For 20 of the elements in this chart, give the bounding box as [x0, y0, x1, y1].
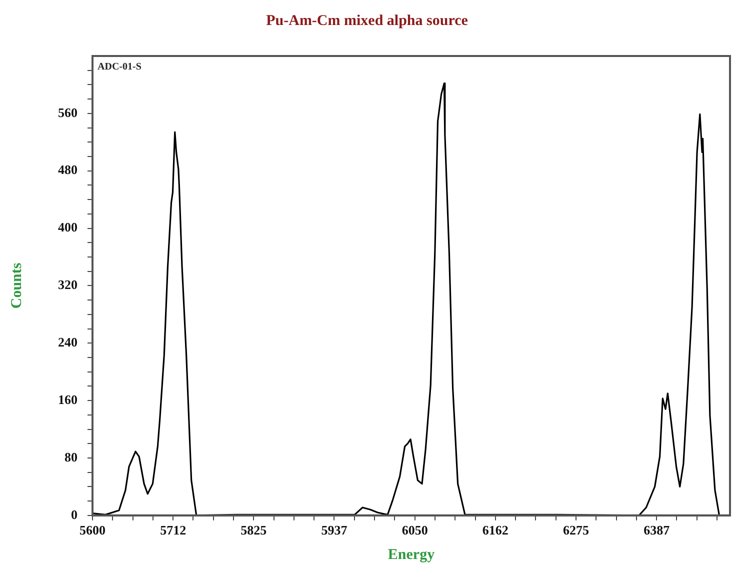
- annotation: ADC-01-S: [98, 62, 142, 73]
- y-tick-label: 80: [64, 449, 78, 464]
- x-tick-label: 6050: [402, 522, 428, 538]
- x-tick-label: 5937: [321, 522, 348, 538]
- x-tick-label: 5825: [240, 522, 268, 538]
- x-tick-label: 6162: [482, 522, 508, 538]
- y-tick-label: 240: [58, 334, 78, 350]
- x-tick-label: 6275: [562, 522, 590, 538]
- y-tick-label: 160: [58, 392, 78, 407]
- x-tick-label: 5600: [80, 522, 106, 538]
- x-axis-title: Energy: [388, 546, 436, 563]
- y-tick-label: 480: [58, 162, 78, 178]
- y-axis-title: Counts: [8, 262, 25, 309]
- x-tick-label: 5712: [160, 522, 186, 538]
- y-tick-label: 400: [58, 220, 78, 235]
- x-tick-label: 6387: [644, 522, 670, 538]
- y-tick-label: 560: [58, 104, 78, 120]
- chart-title: Pu-Am-Cm mixed alpha source: [266, 12, 468, 29]
- y-tick-label: 320: [58, 277, 78, 292]
- y-tick-label: 0: [71, 506, 78, 522]
